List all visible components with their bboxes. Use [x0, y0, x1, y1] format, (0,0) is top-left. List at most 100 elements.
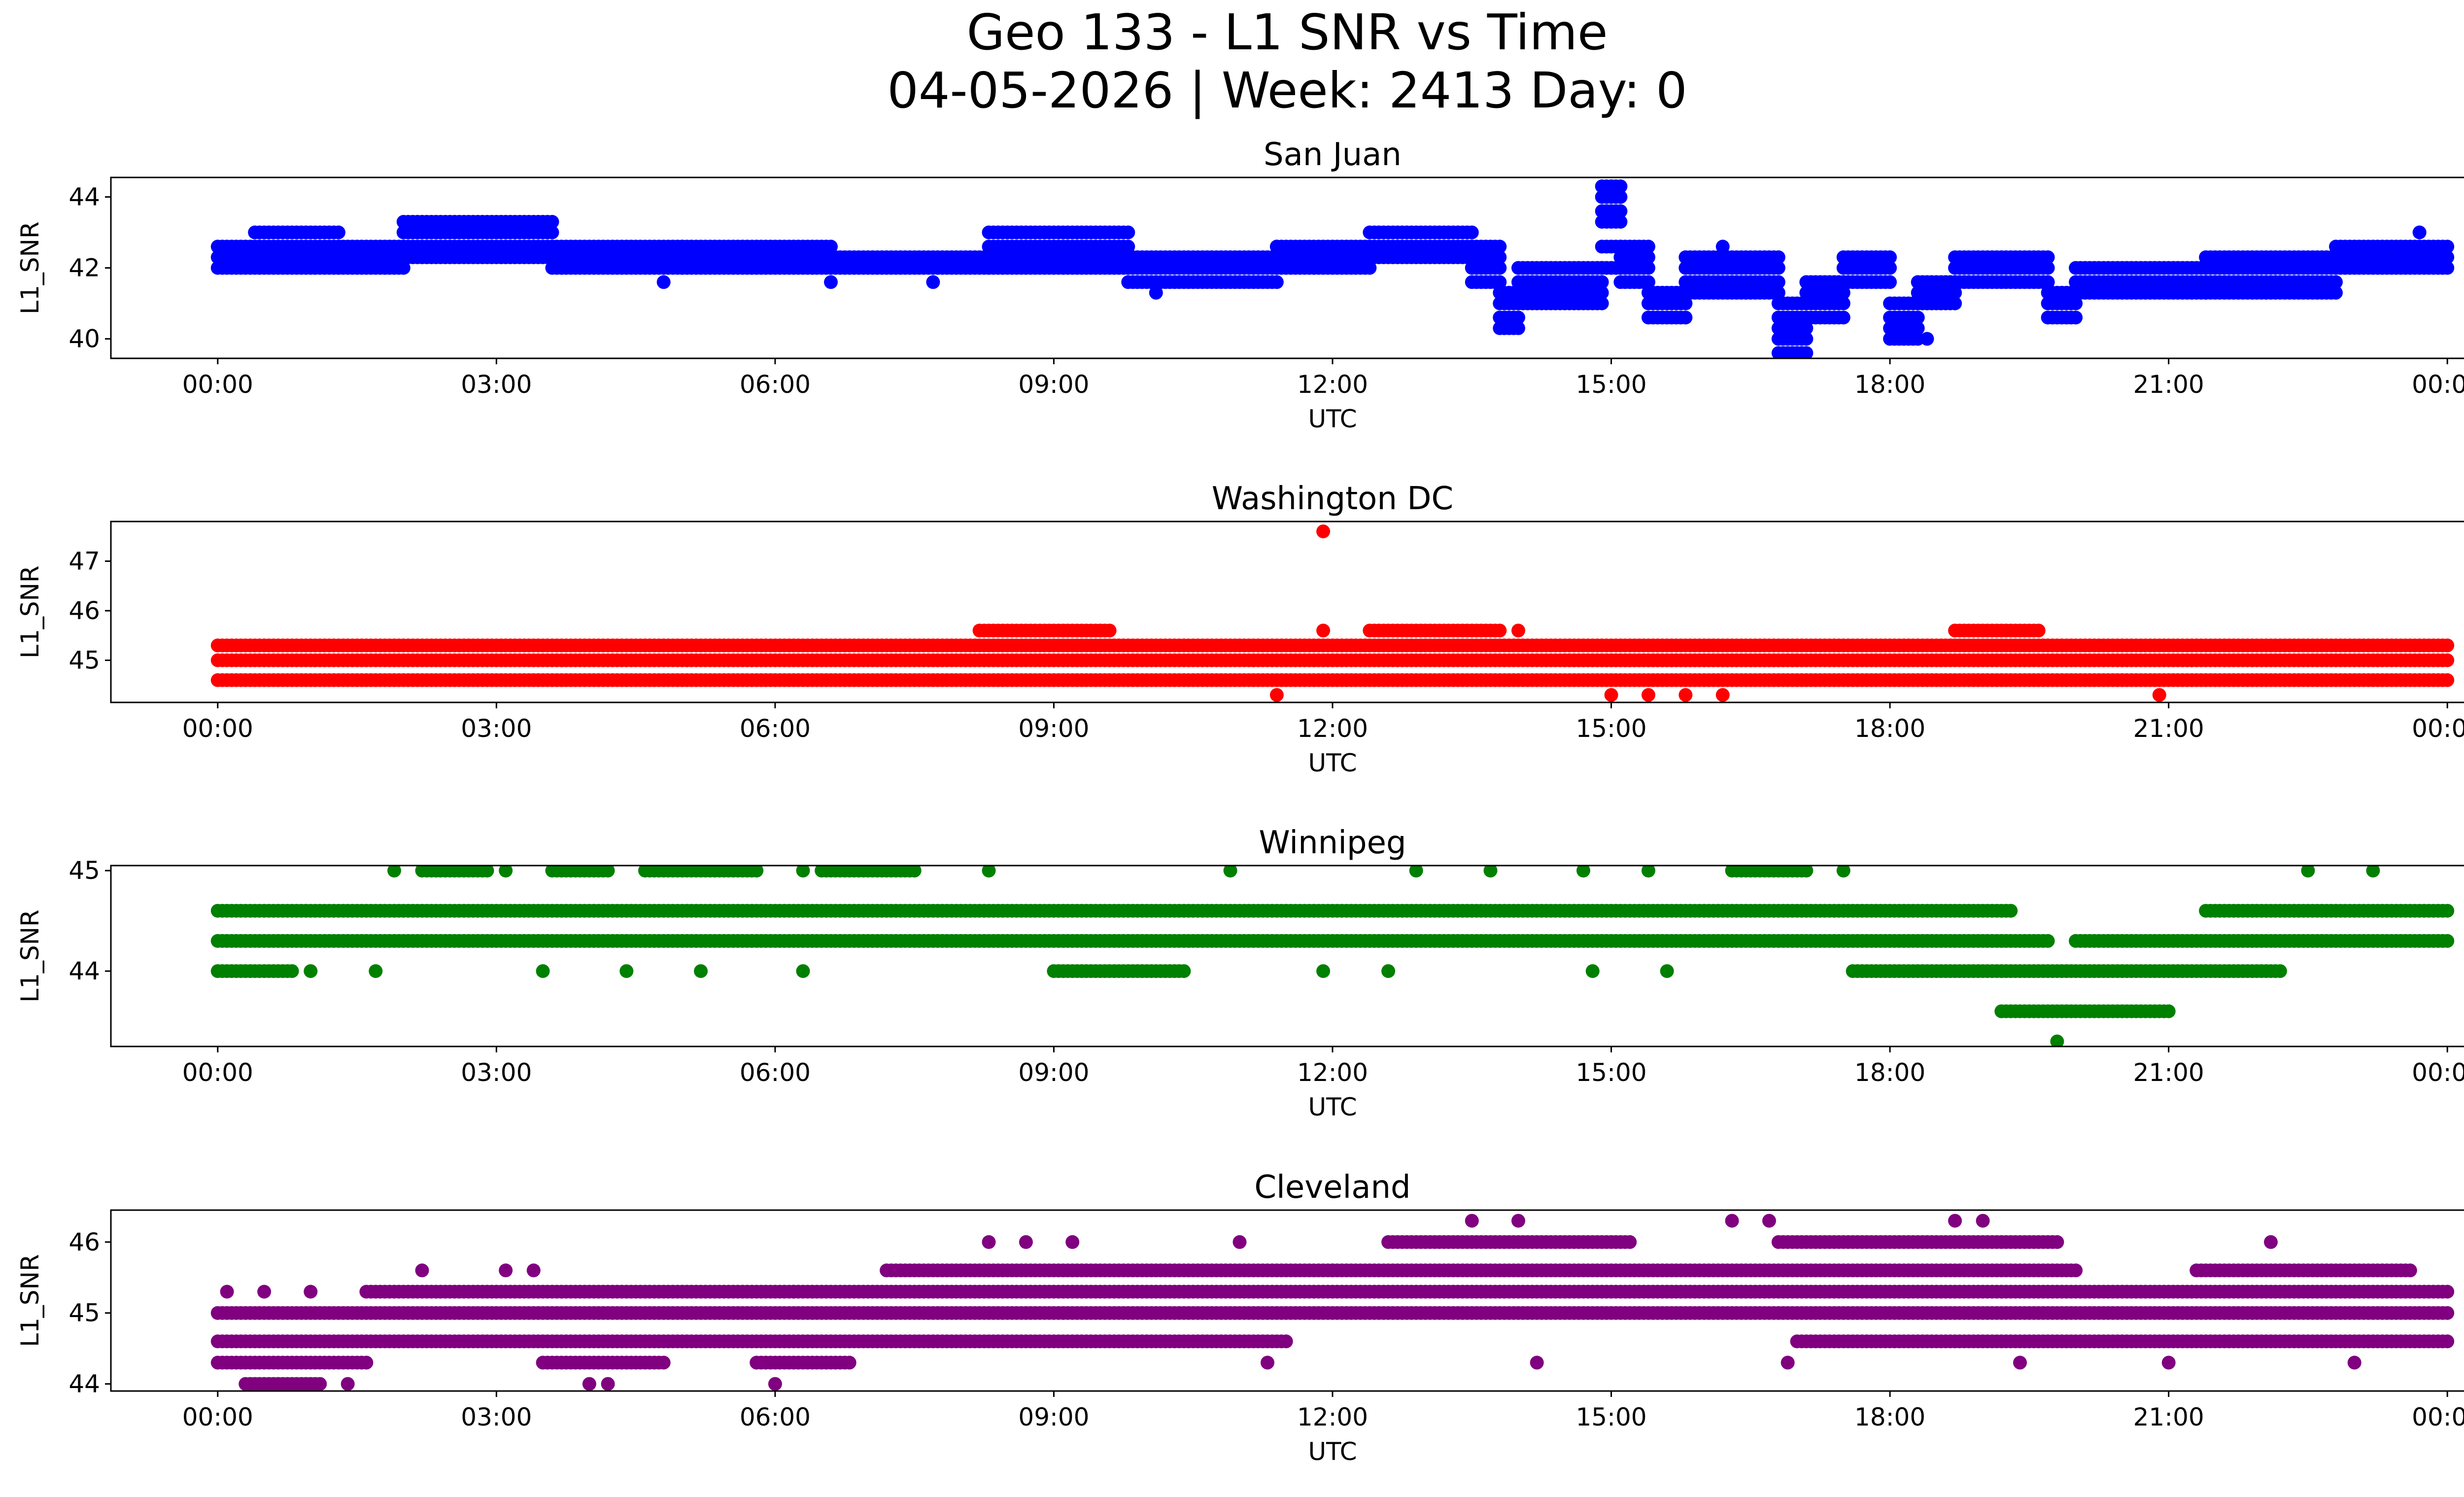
y-axis-label: L1_SNR: [16, 565, 44, 659]
panel-title: Winnipeg: [1259, 825, 1406, 861]
data-point: [1586, 964, 1600, 978]
y-tick-label: 45: [68, 856, 100, 885]
data-point: [694, 964, 708, 978]
x-tick-label: 12:00: [1297, 1058, 1368, 1087]
x-tick-label: 15:00: [1576, 370, 1647, 399]
x-tick-label: 09:00: [1018, 1058, 1089, 1087]
data-point: [1493, 624, 1506, 637]
y-tick-label: 45: [68, 646, 100, 675]
data-point: [1605, 179, 1618, 193]
x-tick-label: 21:00: [2133, 714, 2204, 743]
data-point: [2041, 250, 2055, 264]
data-point: [1121, 226, 1135, 240]
x-tick-label: 09:00: [1018, 370, 1089, 399]
data-point: [1316, 524, 1330, 538]
x-tick-label: 21:00: [2133, 370, 2204, 399]
data-point: [369, 964, 382, 978]
figure-title-line1: Geo 133 - L1 SNR vs Time: [967, 3, 1608, 61]
x-tick-label: 18:00: [1854, 370, 1925, 399]
x-tick-label: 03:00: [461, 714, 532, 743]
data-point: [1911, 311, 1925, 324]
data-point: [1605, 688, 1618, 702]
data-point: [1642, 688, 1655, 702]
data-point: [1270, 275, 1284, 289]
data-point: [378, 261, 392, 275]
y-tick-label: 46: [68, 596, 100, 625]
data-point: [2041, 934, 2055, 948]
data-point: [2329, 275, 2343, 289]
data-point: [1094, 624, 1107, 637]
data-point: [1465, 226, 1479, 240]
data-point: [824, 275, 838, 289]
data-point: [926, 275, 940, 289]
y-axis-label: L1_SNR: [16, 221, 44, 314]
data-point: [1790, 654, 1804, 667]
x-axis-label: UTC: [1308, 1093, 1357, 1121]
x-tick-label: 00:00: [182, 370, 253, 399]
data-point: [248, 226, 262, 240]
y-tick-label: 44: [68, 183, 100, 211]
data-point: [2273, 964, 2287, 978]
x-tick-label: 09:00: [1018, 714, 1089, 743]
data-point: [796, 964, 810, 978]
panel-title: Cleveland: [1254, 1169, 1410, 1206]
panel-title: San Juan: [1264, 137, 1402, 173]
x-tick-label: 03:00: [461, 370, 532, 399]
data-point: [1177, 964, 1191, 978]
data-point: [2413, 226, 2427, 240]
data-point: [1493, 240, 1506, 253]
data-point: [1316, 964, 1330, 978]
data-point: [1465, 240, 1479, 253]
data-point: [1716, 240, 1730, 253]
y-tick-label: 40: [68, 324, 100, 353]
data-point: [2440, 240, 2454, 253]
data-point: [1381, 964, 1395, 978]
x-axis-label: UTC: [1308, 749, 1357, 777]
panel-title: Washington DC: [1212, 481, 1453, 517]
x-tick-label: 15:00: [1576, 1058, 1647, 1087]
data-point: [1511, 311, 1525, 324]
data-point: [619, 964, 633, 978]
data-point: [1595, 275, 1609, 289]
data-point: [1837, 311, 1850, 324]
data-point: [1660, 964, 1674, 978]
data-point: [2440, 654, 2454, 667]
data-point: [1883, 250, 1897, 264]
x-axis-label: UTC: [1308, 405, 1357, 433]
data-point: [1716, 688, 1730, 702]
x-tick-label: 18:00: [1854, 1058, 1925, 1087]
data-point: [304, 964, 317, 978]
figure-title-line2: 04-05-2026 | Week: 2413 Day: 0: [887, 62, 1687, 119]
data-point: [2440, 638, 2454, 652]
data-point: [1511, 624, 1525, 637]
x-tick-label: 00:00: [182, 1058, 253, 1087]
data-point: [1772, 275, 1785, 289]
data-point: [2162, 1005, 2176, 1018]
x-tick-label: 03:00: [461, 1058, 532, 1087]
y-tick-label: 42: [68, 254, 100, 282]
x-tick-label: 18:00: [1854, 714, 1925, 743]
data-point: [2069, 311, 2083, 324]
y-tick-label: 44: [68, 957, 100, 985]
x-tick-label: 15:00: [1576, 714, 1647, 743]
y-tick-label: 47: [68, 547, 100, 575]
data-point: [536, 964, 550, 978]
data-point: [1642, 240, 1655, 253]
x-tick-label: 12:00: [1297, 370, 1368, 399]
data-point: [2153, 688, 2166, 702]
data-point: [1270, 688, 1284, 702]
data-point: [1613, 204, 1627, 218]
x-tick-label: 00:00: [2412, 370, 2464, 399]
x-tick-label: 06:00: [740, 1058, 811, 1087]
data-point: [1920, 332, 1934, 346]
y-axis-label: L1_SNR: [16, 909, 44, 1003]
data-point: [1149, 286, 1163, 300]
data-point: [546, 215, 559, 229]
data-point: [2032, 624, 2046, 637]
data-point: [332, 226, 345, 240]
x-tick-label: 00:00: [2412, 1058, 2464, 1087]
data-point: [1883, 275, 1897, 289]
data-point: [1270, 240, 1284, 253]
